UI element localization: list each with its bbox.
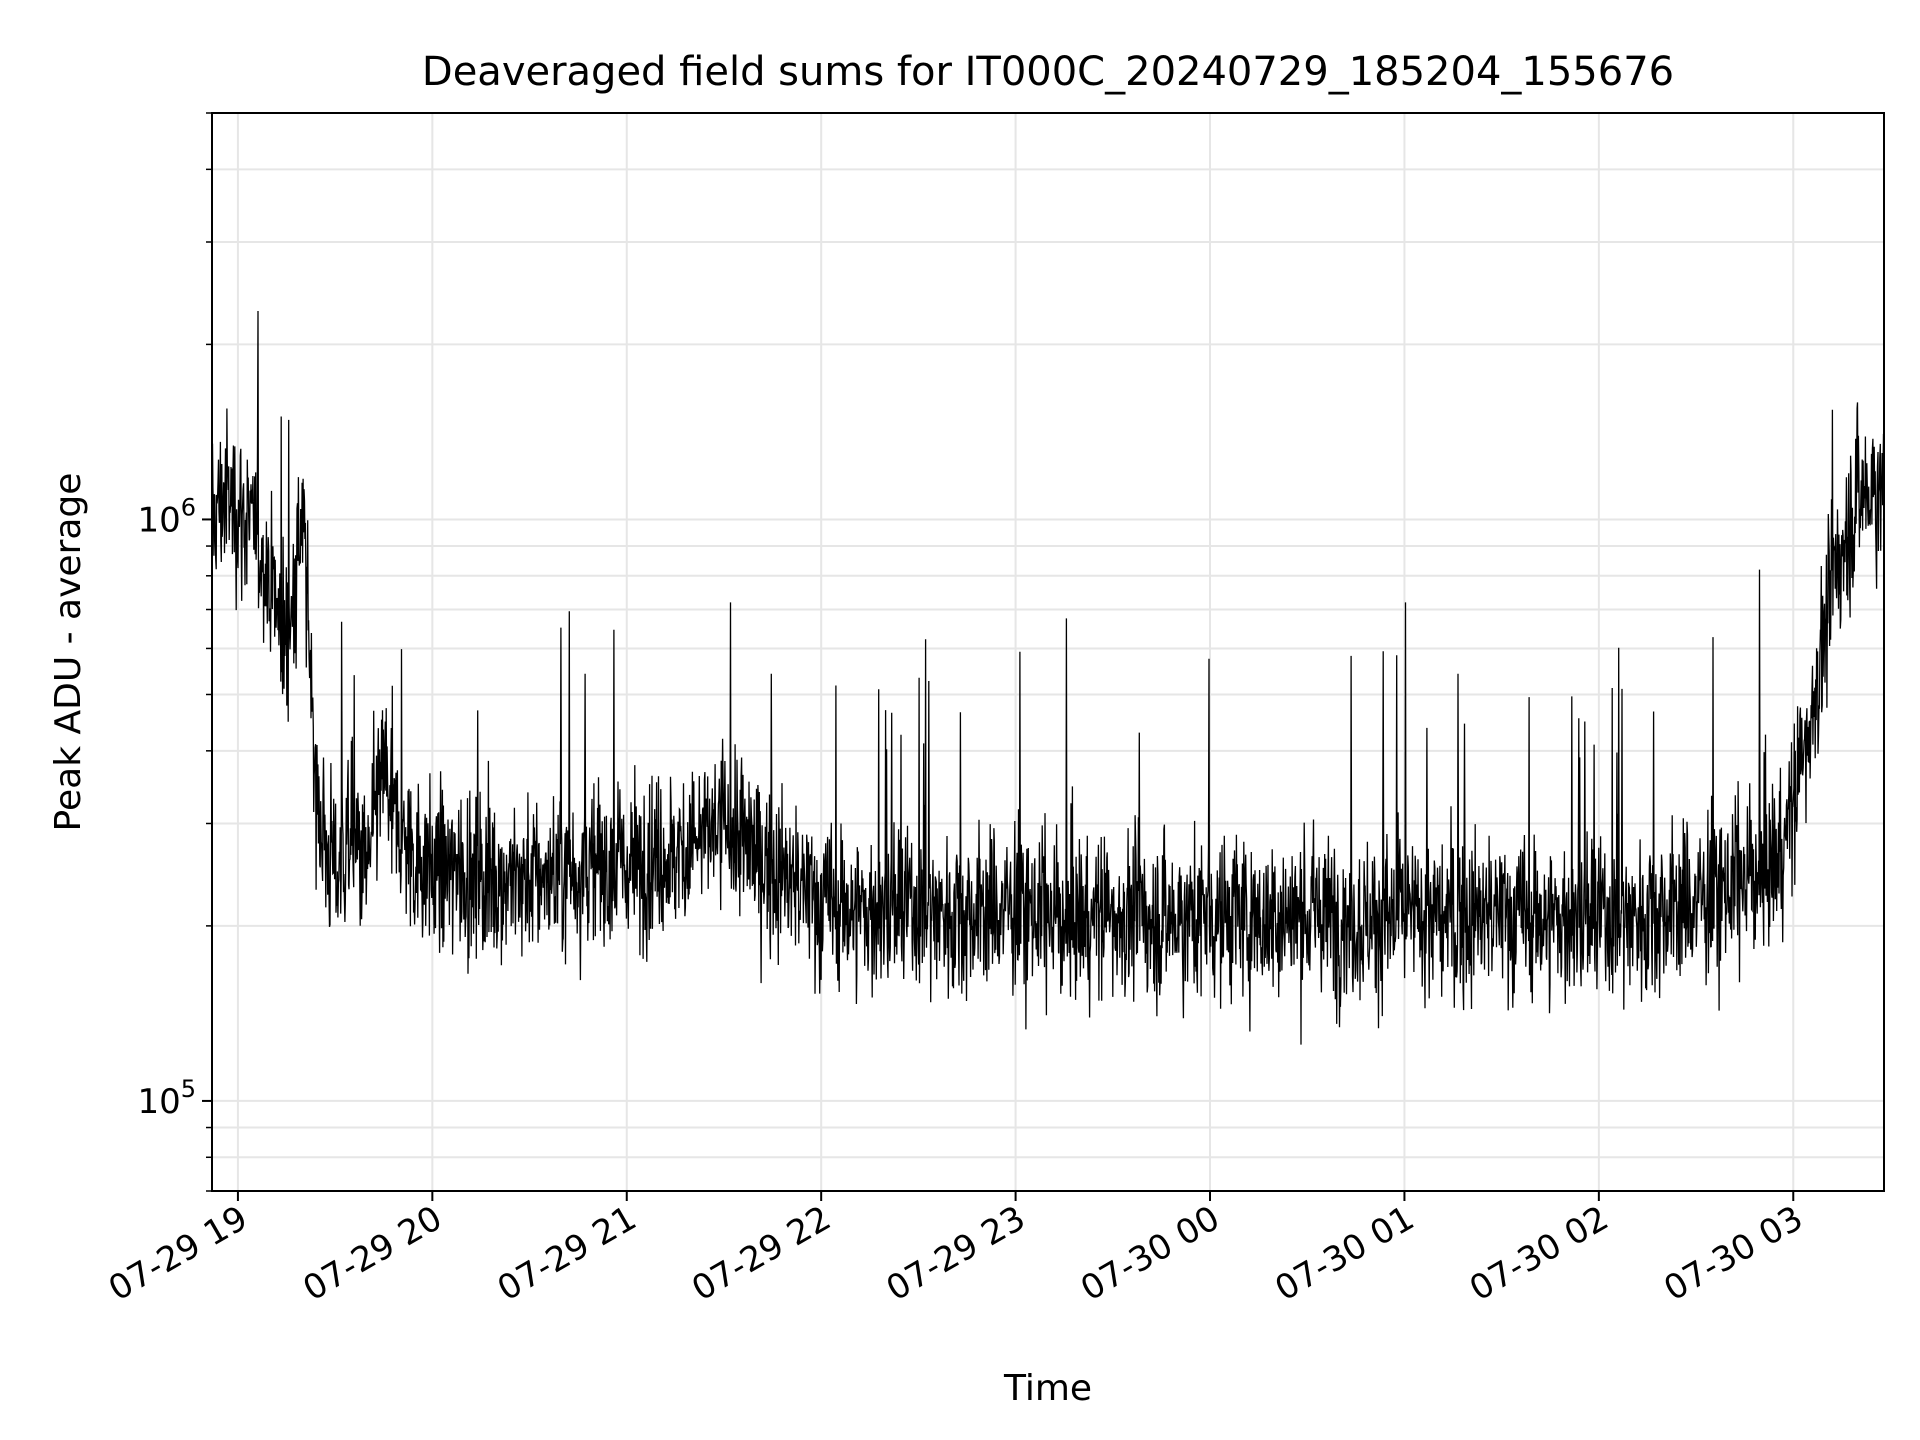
y-axis-label: Peak ADU - average — [48, 473, 89, 832]
chart-title: Deaveraged field sums for IT000C_2024072… — [422, 49, 1674, 95]
series-layer — [211, 310, 1885, 1045]
plot-frame — [211, 112, 1885, 1192]
series-line — [211, 310, 1885, 1045]
y-tick-label: 105 — [137, 1075, 196, 1122]
grid — [212, 112, 1884, 1192]
y-tick-label: 106 — [137, 493, 196, 540]
x-axis-label: Time — [1003, 1368, 1092, 1409]
